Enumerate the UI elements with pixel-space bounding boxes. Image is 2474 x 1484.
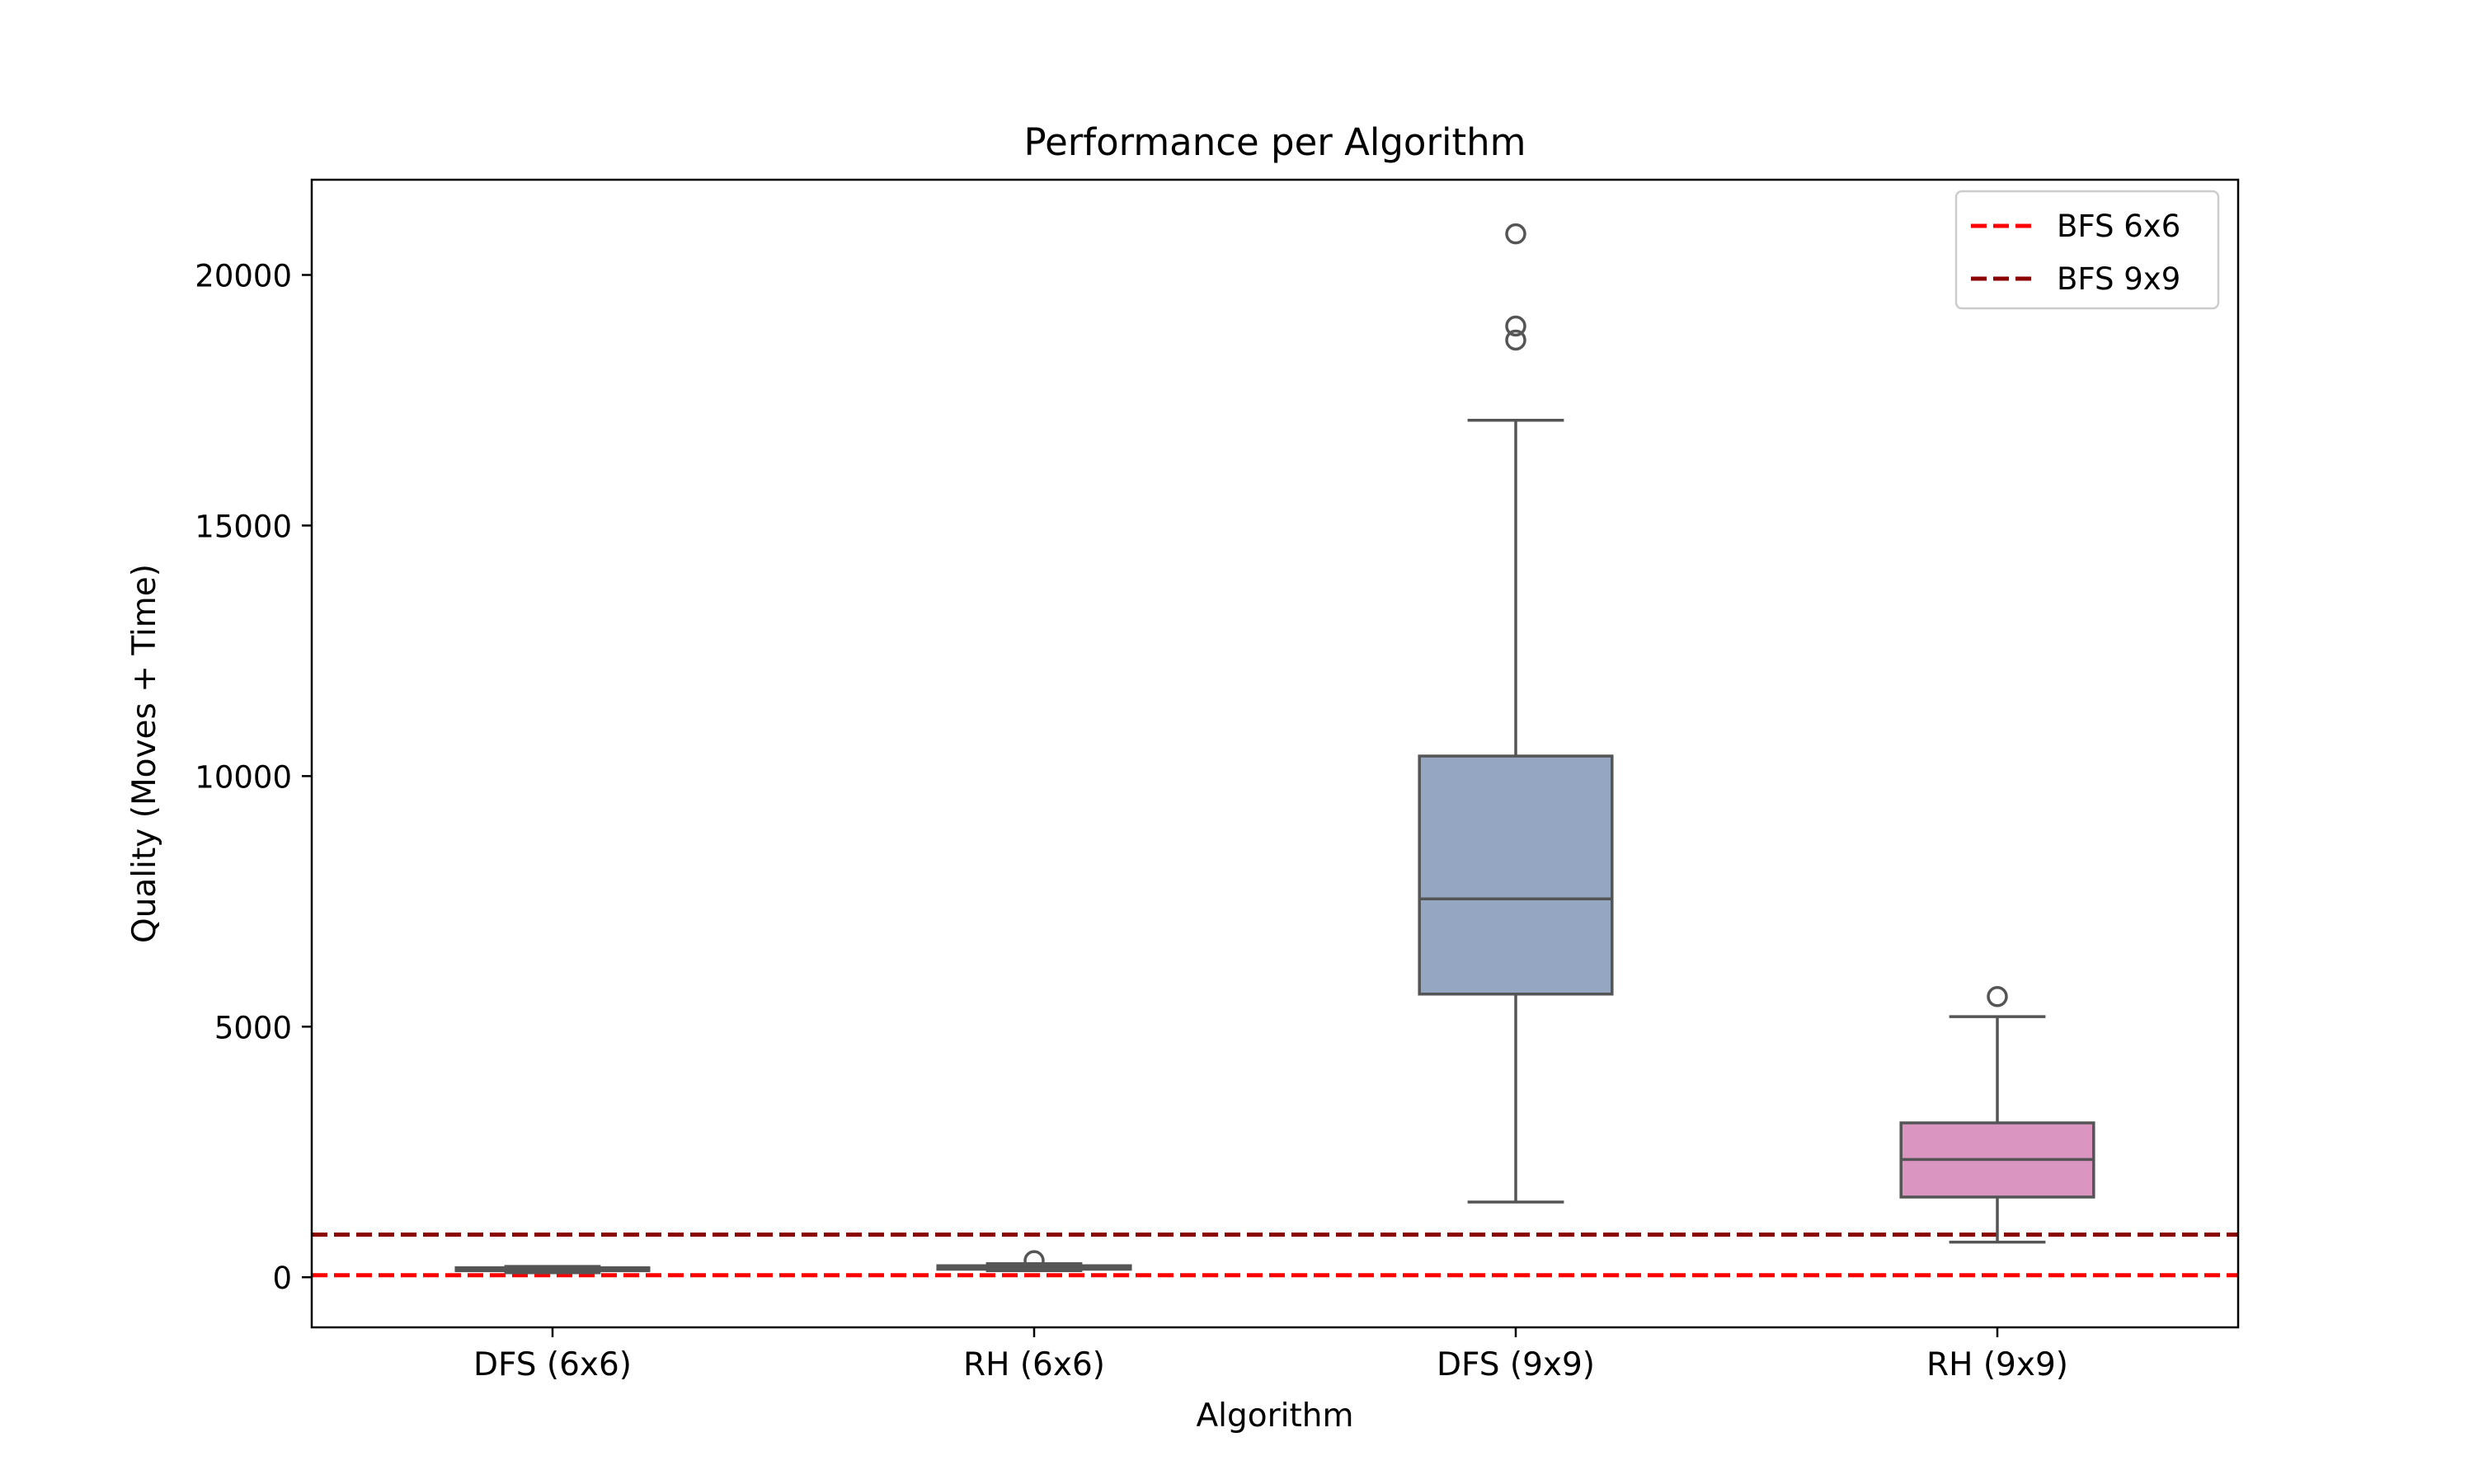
box-plots <box>454 223 2095 1275</box>
y-tick-label: 10000 <box>195 759 292 795</box>
x-tick-label: DFS (6x6) <box>473 1346 632 1383</box>
x-axis: DFS (6x6) RH (6x6) DFS (9x9) RH (9x9) <box>473 1327 2068 1383</box>
y-tick-label: 0 <box>272 1261 292 1296</box>
x-tick-label: RH (6x6) <box>963 1346 1105 1383</box>
box-3 <box>1418 223 1614 1204</box>
outlier-point <box>1987 986 2008 1007</box>
outlier-point <box>1505 315 1526 337</box>
x-tick-label: DFS (9x9) <box>1437 1346 1595 1383</box>
y-tick-label: 15000 <box>195 509 292 544</box>
outlier-point <box>1505 329 1526 351</box>
legend-label: BFS 9x9 <box>2057 261 2180 297</box>
y-tick-label: 20000 <box>195 258 292 294</box>
box-2 <box>936 1250 1132 1273</box>
y-axis-label: Quality (Moves + Time) <box>126 564 163 943</box>
box-1 <box>454 1265 651 1275</box>
chart-title: Performance per Algorithm <box>1024 120 1526 164</box>
outlier-point <box>1023 1250 1045 1271</box>
outlier-point <box>1505 223 1526 245</box>
legend-label: BFS 6x6 <box>2057 209 2180 244</box>
axes-frame <box>310 178 2240 1329</box>
plot-area <box>310 178 2240 1329</box>
x-axis-label: Algorithm <box>1196 1397 1353 1435</box>
legend: BFS 6x6 BFS 9x9 <box>1954 190 2220 310</box>
y-tick-label: 5000 <box>214 1010 292 1045</box>
box-4 <box>1899 986 2095 1244</box>
x-tick-label: RH (9x9) <box>1926 1346 2068 1383</box>
y-axis: 0 5000 10000 15000 20000 <box>195 258 312 1296</box>
reference-lines <box>312 1233 2238 1278</box>
box-body <box>1418 754 1614 996</box>
